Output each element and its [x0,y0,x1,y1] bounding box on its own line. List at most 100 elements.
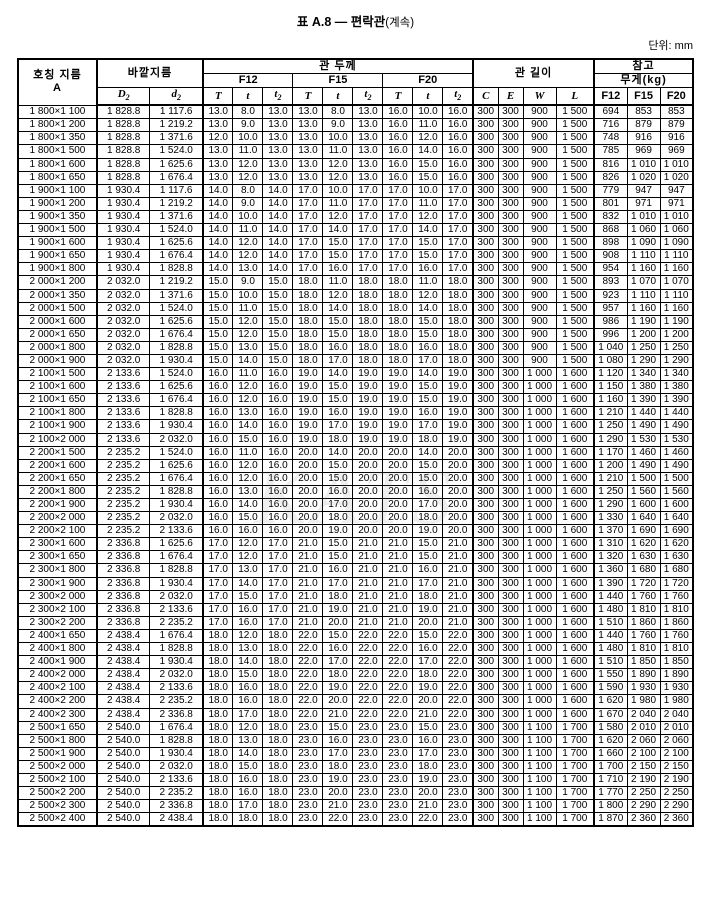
cell-value: 300 [497,196,524,211]
cell-value: 16.0 [382,104,414,120]
cell-value: 22.0 [352,655,384,670]
cell-value: 1 524.0 [149,301,204,316]
cell-value: 300 [472,786,499,801]
table-row: 1 800×1 200 1 828.8 1 219.2 13.0 9.0 13.0 13.0… [17,118,694,133]
cell-value: 1 600 [555,694,596,709]
table-row: 2 100×1 500 2 133.6 1 524.0 16.0 11.0 16.0 19.… [17,367,694,382]
cell-value: 2 250 [659,786,694,801]
header-symbol-L: L [555,87,596,107]
cell-value: 21.0 [382,615,414,630]
cell-value: 23.0 [382,799,414,814]
cell-value: 1 600 [555,550,596,565]
cell-nominal-diameter: 2 000×1 900 [17,353,98,369]
cell-value: 19.0 [322,602,354,617]
cell-value: 18.0 [382,288,414,303]
cell-value: 19.0 [382,393,414,408]
header-symbol-f12-T: T [202,87,234,107]
cell-value: 16.0 [202,367,234,382]
cell-value: 300 [497,432,524,447]
cell-value: 12.0 [232,471,264,486]
table-row: 2 500×2 300 2 540.0 2 336.8 18.0 17.0 18.0 23.… [17,799,694,814]
cell-value: 1 500 [555,236,596,251]
cell-value: 2 032.0 [149,668,204,683]
page-title-text: 표 A.8 — 편락관 [296,15,386,29]
cell-value: 300 [497,537,524,552]
cell-value: 1 930.4 [96,262,151,277]
cell-value: 1 160 [659,262,694,277]
cell-value: 1 930.4 [149,419,204,434]
cell-value: 900 [522,262,557,277]
cell-value: 1 828.8 [149,484,204,500]
cell-value: 2 438.4 [96,681,151,696]
cell-value: 12.0 [322,157,354,172]
cell-value: 16.0 [262,406,294,421]
cell-value: 1 010 [626,157,661,172]
cell-value: 300 [497,772,524,788]
cell-value: 879 [659,118,694,133]
cell-value: 908 [593,249,628,264]
cell-value: 10.0 [322,183,354,198]
cell-value: 879 [626,118,661,133]
cell-value: 22.0 [382,642,414,657]
header-weight-kg: 무게(kg) [593,73,694,88]
cell-value: 17.0 [442,236,475,251]
cell-value: 13.0 [202,118,234,133]
cell-value: 16.0 [202,497,234,513]
header-symbol-f15-t2-sub: 2 [367,93,372,103]
table-row: 1 900×1 600 1 930.4 1 625.6 14.0 12.0 14.0 17.… [17,236,694,251]
cell-value: 1 600 [555,615,596,630]
header-symbol-f12-t2-letter: t [274,88,278,100]
cell-value: 1 250 [593,484,628,500]
cell-value: 23.0 [382,786,414,801]
cell-value: 18.0 [292,340,324,355]
cell-value: 17.0 [262,550,294,565]
cell-value: 1 390 [626,393,661,408]
cell-value: 15.0 [322,458,354,473]
cell-value: 300 [472,249,499,264]
cell-value: 1 110 [626,288,661,303]
cell-value: 2 336.8 [96,563,151,578]
cell-value: 1 000 [522,537,557,552]
cell-value: 12.0 [322,288,354,303]
cell-value: 23.0 [382,759,414,774]
cell-value: 900 [522,104,557,120]
cell-value: 2 336.8 [96,615,151,630]
cell-value: 9.0 [232,196,264,211]
cell-value: 2 040 [659,707,694,722]
cell-value: 1 500 [555,327,596,342]
table-row: 2 300×1 600 2 336.8 1 625.6 17.0 12.0 17.0 21.… [17,537,694,552]
cell-value: 1 500 [555,275,596,290]
cell-nominal-diameter: 2 000×1 800 [17,340,98,355]
cell-value: 1 530 [626,432,661,447]
cell-value: 18.0 [262,720,294,735]
cell-value: 16.0 [442,170,475,185]
cell-value: 13.0 [352,144,384,159]
cell-value: 1 380 [659,380,694,395]
cell-value: 17.0 [322,419,354,434]
cell-value: 971 [626,196,661,211]
table-body: 1 800×1 100 1 828.8 1 117.6 13.0 8.0 13.0 13.0… [17,104,694,827]
cell-value: 300 [472,537,499,552]
cell-value: 1 930.4 [149,353,204,369]
cell-value: 14.0 [262,209,294,225]
cell-nominal-diameter: 2 000×1 200 [17,275,98,290]
table-row: 2 300×1 800 2 336.8 1 828.8 17.0 13.0 17.0 21.… [17,563,694,578]
cell-value: 22.0 [442,681,475,696]
cell-value: 19.0 [292,432,324,447]
cell-value: 1 700 [555,746,596,761]
cell-value: 18.0 [262,812,294,827]
cell-value: 1 560 [659,484,694,500]
cell-value: 1 625.6 [149,314,204,329]
cell-value: 12.0 [232,170,264,185]
cell-value: 23.0 [442,772,475,788]
cell-value: 1 250 [659,340,694,355]
table-row: 2 400×2 000 2 438.4 2 032.0 18.0 15.0 18.0 22.… [17,668,694,683]
cell-value: 900 [522,223,557,238]
cell-value: 12.0 [412,131,444,146]
header-pipe-thickness: 관 두께 [202,58,475,74]
cell-value: 2 438.4 [96,668,151,683]
cell-nominal-diameter: 1 900×1 200 [17,196,98,211]
cell-value: 21.0 [352,563,384,578]
cell-value: 2 100 [626,746,661,761]
cell-value: 14.0 [202,236,234,251]
